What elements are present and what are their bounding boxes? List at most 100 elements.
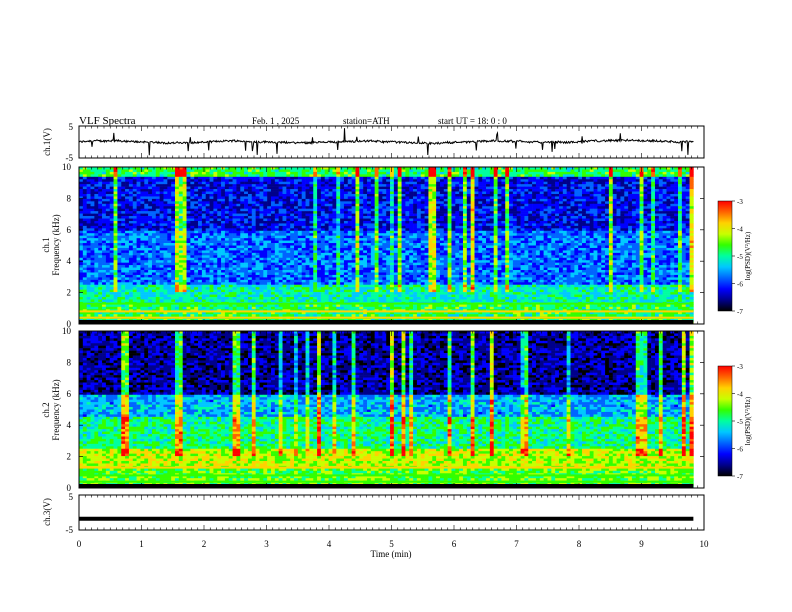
spectrogram-cell (517, 187, 521, 190)
spectrogram-cell (171, 228, 175, 231)
spectrogram-cell (544, 214, 548, 217)
spectrogram-cell (252, 233, 256, 236)
spectrogram-cell (674, 226, 678, 229)
spectrogram-cell (440, 201, 444, 204)
spectrogram-cell (620, 201, 624, 204)
spectrogram-cell (547, 238, 551, 241)
spectrogram-cell (163, 226, 167, 229)
spectrogram-cell (225, 219, 229, 222)
spectrogram-cell (379, 226, 383, 229)
spectrogram-cell (221, 189, 225, 192)
spectrogram-cell (586, 238, 590, 241)
spectrogram-cell (163, 196, 167, 199)
spectrogram-cell (601, 172, 605, 175)
spectrogram-cell (352, 201, 356, 204)
spectrogram-cell (313, 219, 317, 222)
spectrogram-cell (171, 214, 175, 217)
spectrogram-cell (501, 238, 505, 241)
spectrogram-cell (467, 179, 471, 182)
spectrogram-cell (471, 219, 475, 222)
spectrogram-cell (655, 216, 659, 219)
spectrogram-cell (190, 179, 194, 182)
spectrogram-cell (421, 196, 425, 199)
spectrogram-cell (574, 216, 578, 219)
spectrogram-cell (110, 172, 114, 175)
spectrogram-cell (313, 187, 317, 190)
spectrogram-cell (133, 184, 137, 187)
spectrogram-cell (459, 209, 463, 212)
spectrogram-cell (252, 228, 256, 231)
spectrogram-cell (87, 192, 91, 195)
spectrogram-cell (540, 184, 544, 187)
spectrogram-cell (98, 226, 102, 229)
spectrogram-cell (382, 179, 386, 182)
spectrogram-cell (528, 189, 532, 192)
spectrogram-cell (275, 226, 279, 229)
spectrogram-cell (236, 216, 240, 219)
spectrogram-cell (163, 169, 167, 172)
spectrogram-cell (302, 184, 306, 187)
spectrogram-cell (582, 177, 586, 180)
spectrogram-cell (436, 236, 440, 239)
spectrogram-cell (367, 211, 371, 214)
spectrogram-cell (352, 184, 356, 187)
spectrogram-cell (275, 214, 279, 217)
spectrogram-cell (636, 172, 640, 175)
spectrogram-cell (475, 187, 479, 190)
spectrogram-cell (137, 221, 141, 224)
spectrogram-cell (175, 209, 179, 212)
spectrogram-cell (298, 226, 302, 229)
spectrogram-cell (471, 169, 475, 172)
spectrogram-cell (455, 169, 459, 172)
spectrogram-cell (144, 211, 148, 214)
spectrogram-cell (628, 214, 632, 217)
spectrogram-cell (244, 184, 248, 187)
spectrogram-cell (379, 216, 383, 219)
spectrogram-cell (386, 196, 390, 199)
spectrogram-cell (317, 228, 321, 231)
spectrogram-cell (317, 223, 321, 226)
spectrogram-cell (263, 206, 267, 209)
spectrogram-cell (332, 189, 336, 192)
spectrogram-cell (236, 211, 240, 214)
spectrogram-cell (348, 214, 352, 217)
spectrogram-cell (436, 192, 440, 195)
spectrogram-cell (217, 199, 221, 202)
spectrogram-cell (79, 179, 83, 182)
spectrogram-cell (202, 201, 206, 204)
spectrogram-cell (686, 179, 690, 182)
spectrogram-cell (79, 194, 83, 197)
spectrogram-cell (628, 184, 632, 187)
spectrogram-cell (394, 209, 398, 212)
spectrogram-cell (551, 179, 555, 182)
spectrogram-cell (256, 187, 260, 190)
spectrogram-cell (567, 189, 571, 192)
spectrogram-cell (613, 226, 617, 229)
spectrogram-cell (367, 194, 371, 197)
spectrogram-cell (229, 233, 233, 236)
spectrogram-cell (279, 219, 283, 222)
spectrogram-cell (163, 223, 167, 226)
spectrogram-cell (144, 189, 148, 192)
spectrogram-cell (183, 223, 187, 226)
spectrogram-cell (355, 201, 359, 204)
spectrogram-cell (283, 179, 287, 182)
spectrogram-cell (156, 174, 160, 177)
spectrogram-cell (152, 196, 156, 199)
spectrogram-cell (133, 211, 137, 214)
spectrogram-cell (183, 179, 187, 182)
spectrogram-cell (421, 192, 425, 195)
spectrogram-cell (448, 196, 452, 199)
spectrogram-cell (475, 226, 479, 229)
spectrogram-cell (367, 233, 371, 236)
spectrogram-cell (152, 211, 156, 214)
spectrogram-cell (179, 169, 183, 172)
spectrogram-cell (594, 206, 598, 209)
spectrogram-cell (294, 179, 298, 182)
spectrogram-cell (547, 199, 551, 202)
spectrogram-cell (294, 184, 298, 187)
spectrogram-cell (571, 236, 575, 239)
spectrogram-cell (390, 177, 394, 180)
spectrogram-cell (528, 233, 532, 236)
spectrogram-cell (617, 174, 621, 177)
